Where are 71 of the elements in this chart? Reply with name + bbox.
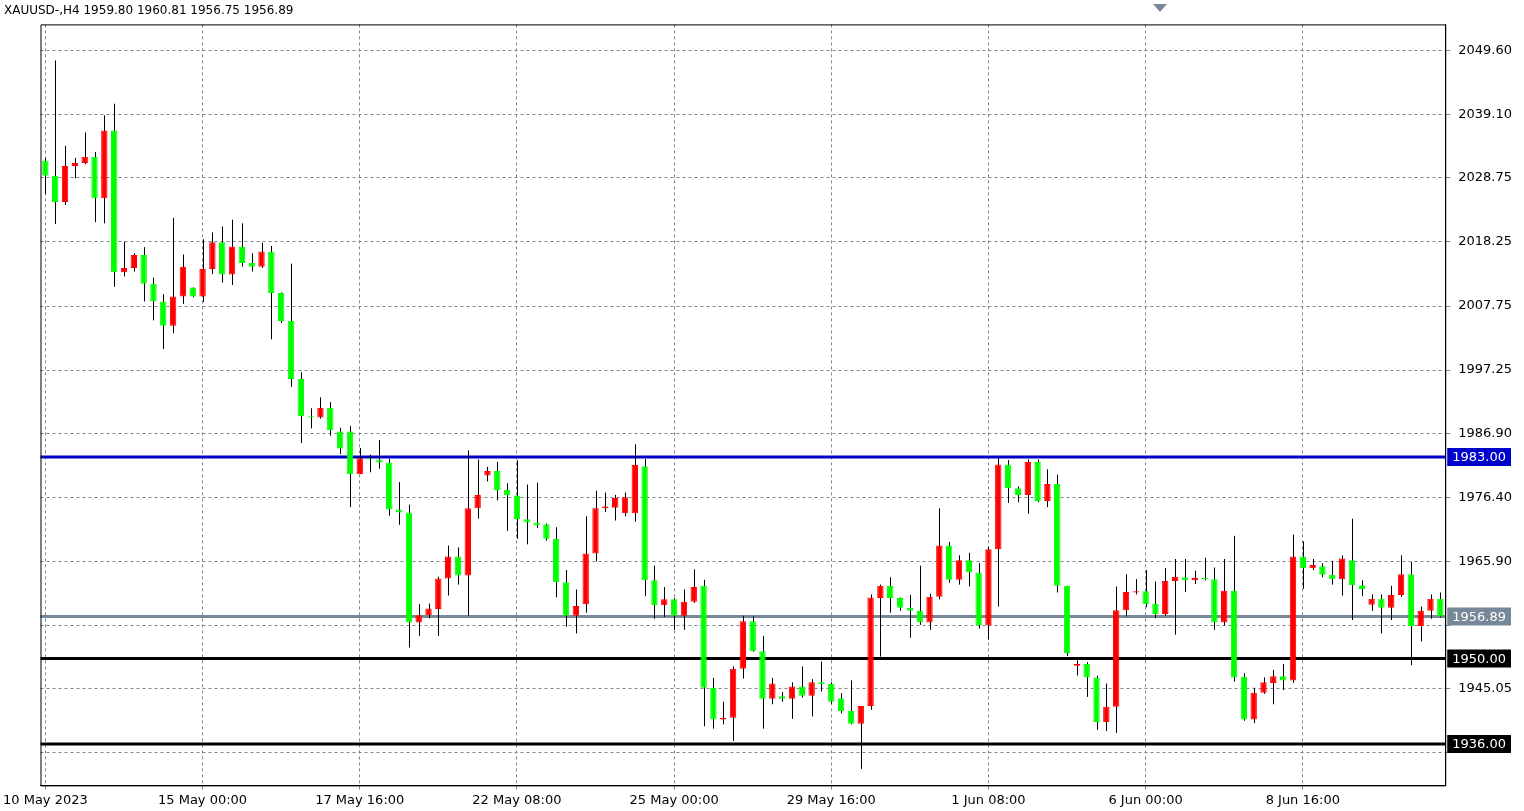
candlestick <box>926 593 933 631</box>
x-tick-label: 29 May 16:00 <box>786 791 876 807</box>
candlestick <box>317 396 324 420</box>
y-tick-label: 2039.10 <box>1458 106 1513 122</box>
candlestick <box>1348 518 1356 621</box>
candlestick <box>258 242 265 269</box>
candlestick <box>611 494 619 522</box>
x-tick-label: 17 May 16:00 <box>315 791 405 807</box>
candlestick <box>828 681 835 705</box>
x-tick-label: 25 May 00:00 <box>629 791 719 807</box>
candlestick <box>621 491 629 517</box>
x-tick-label: 22 May 08:00 <box>472 791 562 807</box>
candlestick <box>534 482 539 529</box>
candlestick <box>837 692 845 714</box>
candlestick <box>1388 585 1395 621</box>
candlestick <box>81 131 88 165</box>
candlestick <box>680 589 688 631</box>
x-tick-label: 15 May 00:00 <box>157 791 248 807</box>
ref-line-label: 1956.89 <box>1452 608 1507 624</box>
y-tick-label: 1976.40 <box>1458 488 1513 504</box>
candlestick <box>1437 592 1444 618</box>
candlestick <box>1142 569 1149 608</box>
x-tick-label: 6 Jun 00:00 <box>1108 791 1183 807</box>
y-tick-label: 2028.75 <box>1458 169 1513 185</box>
candlestick <box>670 597 678 631</box>
candlestick <box>150 277 157 321</box>
candlestick <box>130 252 137 273</box>
candlestick <box>798 665 805 699</box>
candlestick <box>503 482 511 532</box>
y-tick-label: 1945.05 <box>1458 680 1513 696</box>
candlestick <box>1378 593 1385 634</box>
y-tick-label: 1997.25 <box>1458 361 1513 377</box>
candlestick <box>1044 468 1051 508</box>
candlestick <box>415 603 422 637</box>
candlestick <box>1338 554 1346 597</box>
candlestick <box>769 677 776 705</box>
y-tick-label: 1986.90 <box>1458 424 1513 440</box>
candlestick <box>336 427 344 455</box>
x-tick-label: 8 Jun 16:00 <box>1265 791 1340 807</box>
candlestick <box>847 679 855 725</box>
x-tick-label: 1 Jun 08:00 <box>951 791 1026 807</box>
candlestick <box>651 565 658 620</box>
y-tick-label: 1965.90 <box>1458 552 1513 568</box>
ref-line-label: 1950.00 <box>1452 650 1507 666</box>
y-tick-label: 2018.25 <box>1458 233 1513 249</box>
candlestick <box>916 565 923 626</box>
ref-line-label: 1983.00 <box>1452 449 1507 465</box>
candlestick <box>1417 606 1424 642</box>
ref-line-label: 1936.00 <box>1452 736 1507 752</box>
candlestick <box>808 678 815 717</box>
candlestick <box>444 545 452 597</box>
y-tick-label: 2049.60 <box>1458 42 1513 58</box>
candlestick <box>356 447 363 475</box>
candlestick <box>1103 682 1110 732</box>
candlestick <box>1004 459 1012 504</box>
y-tick-label: 2007.75 <box>1458 297 1513 313</box>
candlestick <box>1083 661 1090 698</box>
candlestick <box>474 459 481 520</box>
candlestick <box>955 554 963 586</box>
candlestick <box>1397 554 1405 598</box>
candlestick <box>1427 593 1434 620</box>
candlestick <box>248 252 255 273</box>
chart-title: XAUUSD-,H4 1959.80 1960.81 1956.75 1956.89 <box>4 3 294 18</box>
candlestick <box>690 568 697 604</box>
x-tick-label: 10 May 2023 <box>3 791 88 807</box>
candlestick <box>377 439 382 470</box>
candlestick <box>572 589 580 634</box>
candlestick <box>1270 669 1277 705</box>
candlestick <box>494 461 501 501</box>
candlestick <box>1152 581 1159 619</box>
candlestick <box>160 293 167 350</box>
